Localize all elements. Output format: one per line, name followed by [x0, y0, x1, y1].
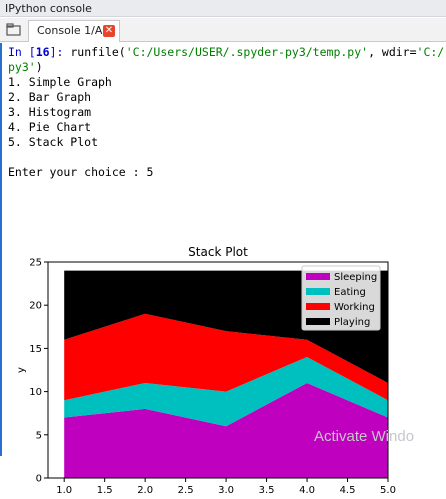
x-tick-label: 2.0	[137, 485, 153, 496]
area-series-sleeping	[64, 383, 388, 478]
x-tick-label: 1.5	[97, 485, 113, 496]
browse-tabs-icon[interactable]	[6, 23, 22, 37]
tab-console[interactable]: Console 1/A ✕	[28, 20, 120, 42]
command-func: runfile(	[70, 45, 126, 59]
activation-watermark: Activate Windo	[314, 428, 415, 445]
menu-item-pie-chart: 4. Pie Chart	[8, 120, 92, 134]
legend-swatch-eating	[306, 288, 330, 295]
y-tick-label: 5	[36, 430, 42, 441]
y-tick-label: 15	[29, 344, 42, 355]
x-tick-label: 5.0	[380, 485, 396, 496]
legend-label-working: Working	[334, 302, 375, 313]
command-wdir-start: 'C:/	[416, 45, 445, 59]
legend-swatch-working	[306, 303, 330, 310]
legend-label-playing: Playing	[334, 317, 370, 328]
x-tick-label: 1.0	[56, 485, 72, 496]
menu-item-histogram: 3. Histogram	[8, 105, 92, 119]
x-tick-label: 3.5	[259, 485, 275, 496]
legend-label-eating: Eating	[334, 287, 366, 298]
y-tick-label: 10	[29, 387, 42, 398]
input-prompt-number: 16	[35, 45, 50, 59]
tab-bar: Console 1/A ✕	[0, 18, 446, 42]
area-series-working	[64, 313, 388, 401]
tab-label: Console 1/A	[37, 24, 103, 37]
y-tick-label: 0	[36, 474, 42, 485]
console-text: In [16]: runfile('C:/Users/USER/.spyder-…	[8, 45, 444, 180]
input-prompt-suffix: ]:	[49, 45, 71, 59]
legend-swatch-playing	[306, 318, 330, 325]
y-axis-label: y	[16, 367, 27, 373]
area-series-eating	[64, 357, 388, 427]
command-close: )	[35, 60, 43, 74]
pane-title: IPython console	[0, 0, 446, 17]
console-output[interactable]: In [16]: runfile('C:/Users/USER/.spyder-…	[0, 43, 446, 496]
menu-item-simple-graph: 1. Simple Graph	[8, 75, 112, 89]
legend-box	[301, 265, 381, 331]
choice-prompt: Enter your choice : 5	[8, 165, 154, 179]
y-tick-label: 25	[29, 258, 42, 269]
menu-item-stack-plot: 5. Stack Plot	[8, 135, 99, 149]
command-path: 'C:/Users/USER/.spyder-py3/temp.py'	[125, 45, 369, 59]
close-icon[interactable]: ✕	[103, 25, 115, 37]
stack-plot-chart: 1.0 1.5 2.0 2.5 3.0 3.5 4.0 4.5 5.0 0 5 10 15 20 25 Sta…	[16, 245, 396, 496]
x-tick-label: 2.5	[178, 485, 194, 496]
chart-title: Stack Plot	[188, 245, 248, 259]
legend-swatch-sleeping	[306, 273, 330, 280]
x-tick-label: 3.0	[218, 485, 234, 496]
command-mid: , wdir=	[368, 45, 417, 59]
y-tick-label: 20	[29, 301, 42, 312]
input-prompt-prefix: In [	[8, 45, 36, 59]
command-wdir-end: py3'	[8, 60, 36, 74]
x-tick-label: 4.0	[299, 485, 315, 496]
x-tick-label: 4.5	[340, 485, 356, 496]
menu-item-bar-graph: 2. Bar Graph	[8, 90, 92, 104]
legend-label-sleeping: Sleeping	[334, 272, 377, 283]
